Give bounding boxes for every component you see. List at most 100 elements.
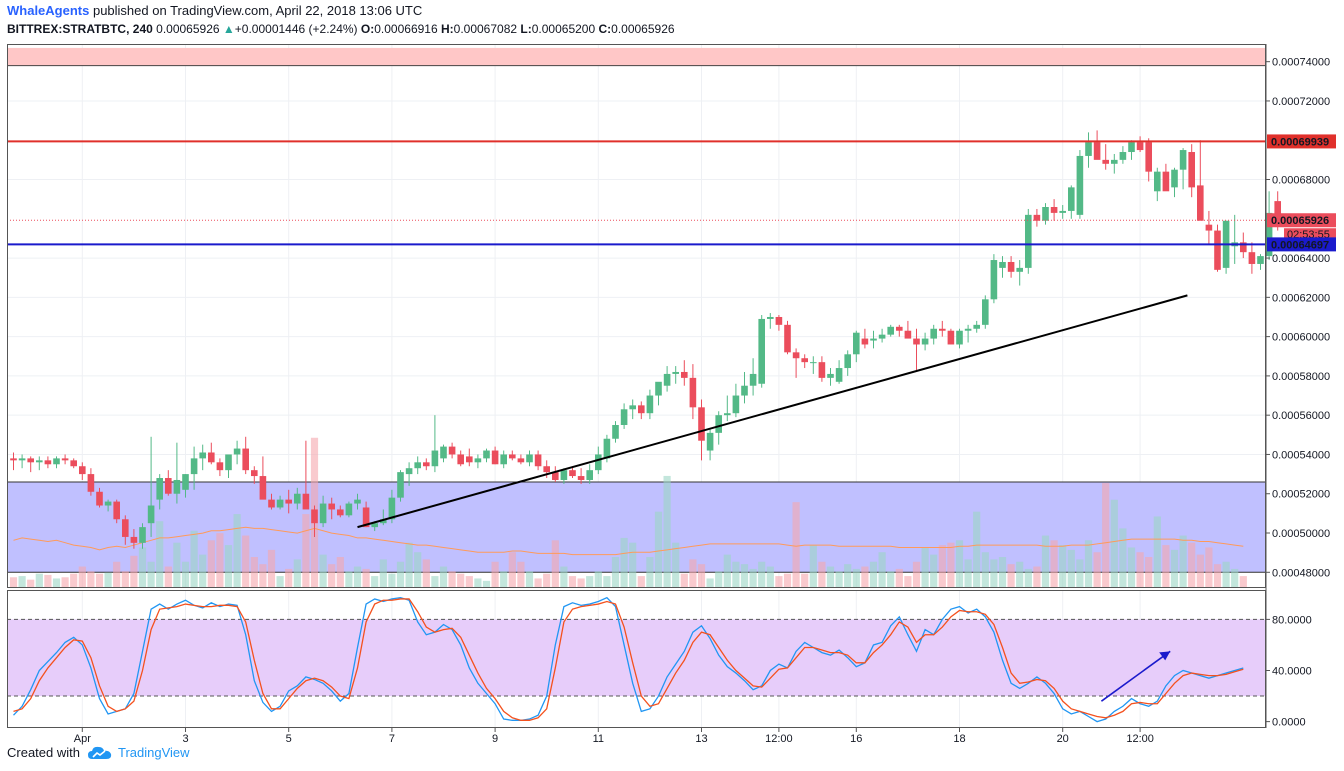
volume-bar xyxy=(998,557,1007,588)
volume-bar xyxy=(740,564,749,588)
volume-bar xyxy=(1145,557,1153,588)
volume-bar xyxy=(130,555,138,588)
volume-bar xyxy=(1188,542,1196,588)
symbol-name[interactable]: BITTREX:STRATBTC, 240 xyxy=(7,22,153,36)
volume-bar xyxy=(826,566,835,588)
volume-bar xyxy=(517,561,525,588)
candle-body xyxy=(1102,159,1109,164)
volume-bar xyxy=(568,576,577,588)
published-text: published on TradingView.com, April 22, … xyxy=(92,3,423,18)
volume-bar xyxy=(783,573,792,588)
candle-body xyxy=(337,509,344,516)
volume-bar xyxy=(1196,554,1204,588)
candle-body xyxy=(354,499,361,504)
candle-body xyxy=(440,446,447,459)
volume-bar xyxy=(921,547,929,588)
candle-body xyxy=(156,478,163,500)
candle-body xyxy=(603,438,611,459)
volume-bar xyxy=(1076,559,1084,588)
candle-body xyxy=(870,338,877,341)
volume-bar xyxy=(362,568,370,588)
candle-body xyxy=(1033,214,1041,221)
candle-body xyxy=(1119,152,1127,160)
volume-bar xyxy=(775,576,783,588)
candle-body xyxy=(1085,142,1092,156)
volume-bar xyxy=(1110,499,1118,588)
candle-body xyxy=(835,368,843,382)
candle-body xyxy=(1240,242,1247,253)
tradingview-brand[interactable]: TradingView xyxy=(87,745,190,760)
candle-body xyxy=(294,493,301,504)
author-link[interactable]: WhaleAgents xyxy=(7,3,90,18)
volume-bar xyxy=(680,573,688,588)
candle-body xyxy=(113,501,120,520)
candle-body xyxy=(1111,159,1118,164)
close-label: C: xyxy=(598,22,612,36)
time-tick-label: 13 xyxy=(695,733,707,745)
time-axis: Apr 3 5 7 9 11 13 12:00 16 18 20 12:00 xyxy=(74,728,1154,745)
volume-bar xyxy=(878,552,886,588)
volume-bar xyxy=(388,573,396,588)
tradingview-label: TradingView xyxy=(117,745,190,760)
volume-bar xyxy=(981,552,989,588)
volume-bar xyxy=(267,549,276,588)
volume-bar xyxy=(637,576,645,588)
volume-bar xyxy=(61,577,69,588)
last-price: 0.00065926 xyxy=(156,22,220,36)
volume-bar xyxy=(1153,516,1161,588)
volume-bar xyxy=(35,573,43,588)
volume-bar xyxy=(1084,540,1093,588)
candle-body xyxy=(122,519,129,537)
volume-ma-line xyxy=(13,526,1244,556)
candle-body xyxy=(706,432,714,451)
symbol-legend: BITTREX:STRATBTC, 240 0.00065926 ▲+0.000… xyxy=(7,22,675,36)
candle-body xyxy=(887,326,894,335)
candle-body xyxy=(1128,142,1135,153)
candle-body xyxy=(199,452,206,459)
footer: Created with TradingView xyxy=(7,745,190,760)
candle-body xyxy=(182,474,189,490)
candle-body xyxy=(853,332,860,355)
volume-bar xyxy=(1213,564,1222,588)
volume-bar xyxy=(990,559,998,588)
resistance-price-label-bg xyxy=(1267,134,1336,149)
candle-body xyxy=(130,536,138,543)
candle-body xyxy=(681,371,688,378)
candle-body xyxy=(1205,224,1213,231)
volume-bar xyxy=(1239,576,1247,588)
candle-body xyxy=(61,458,69,461)
price-tick-label: 0.00068000 xyxy=(1272,175,1330,187)
candle-body xyxy=(1274,201,1281,219)
candle-body xyxy=(1007,261,1015,272)
stoch-tick-label: 0.0000 xyxy=(1272,717,1306,729)
candle-body xyxy=(921,338,929,345)
candle-body xyxy=(1265,212,1273,257)
volume-bar xyxy=(938,545,946,588)
volume-bar xyxy=(242,535,250,588)
volume-bar xyxy=(87,571,95,588)
candle-body xyxy=(302,493,310,510)
candle-body xyxy=(715,415,722,433)
candle-body xyxy=(491,450,499,465)
volume-bar xyxy=(525,571,534,588)
candle-body xyxy=(27,458,34,463)
volume-bar xyxy=(164,566,172,588)
volume-bar xyxy=(654,511,663,588)
volume-bar xyxy=(44,574,52,588)
price-tick-label: 0.00074000 xyxy=(1272,57,1330,69)
candle-body xyxy=(767,316,774,319)
volume-bar xyxy=(457,573,465,588)
volume-bar xyxy=(697,564,706,588)
candle-body xyxy=(904,330,912,339)
volume-bars xyxy=(9,437,1247,588)
top-resistance-zone xyxy=(7,47,1266,66)
volume-bar xyxy=(1007,564,1015,588)
candle-body xyxy=(431,450,439,467)
candle-body xyxy=(474,458,482,463)
volume-bar xyxy=(1067,549,1075,588)
volume-bar xyxy=(18,576,26,588)
volume-bar xyxy=(663,475,671,588)
volume-bar xyxy=(1059,545,1067,588)
time-tick-label: 9 xyxy=(492,733,498,745)
